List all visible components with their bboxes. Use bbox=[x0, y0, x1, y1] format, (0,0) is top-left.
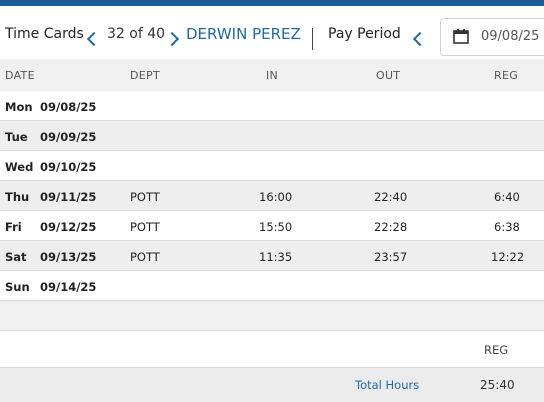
col-dept: DEPT bbox=[130, 69, 160, 82]
page-title: Time Cards bbox=[5, 26, 84, 42]
row-date: 09/13/25 bbox=[40, 250, 97, 264]
row-in: 16:00 bbox=[259, 190, 293, 204]
total-hours-value: 25:40 bbox=[480, 378, 515, 392]
row-dept: POTT bbox=[130, 250, 160, 264]
row-date: 09/14/25 bbox=[40, 280, 97, 294]
table-row[interactable]: Thu 09/11/25 POTT 16:00 22:40 6:40 bbox=[0, 181, 544, 211]
header-bar: Time Cards 32 of 40 DERWIN PEREZ Pay Per… bbox=[0, 6, 544, 59]
row-date: 09/12/25 bbox=[40, 220, 97, 234]
summary-row: Total Hours 25:40 bbox=[0, 367, 544, 402]
row-dept: POTT bbox=[130, 220, 160, 234]
table-row[interactable]: Sun 09/14/25 bbox=[0, 271, 544, 301]
table-row[interactable]: Mon 09/08/25 bbox=[0, 91, 544, 121]
table-row[interactable]: Sat 09/13/25 POTT 11:35 23:57 12:22 bbox=[0, 241, 544, 271]
pay-period-date-field[interactable]: 09/08/25 - bbox=[440, 18, 544, 56]
top-accent-bar bbox=[0, 0, 544, 6]
summary-reg-label: REG bbox=[484, 343, 509, 357]
row-date: 09/09/25 bbox=[40, 130, 97, 144]
row-reg: 6:40 bbox=[494, 190, 520, 204]
row-out: 22:28 bbox=[374, 220, 408, 234]
row-day: Mon bbox=[5, 100, 33, 114]
pay-period-prev-icon[interactable] bbox=[412, 31, 428, 47]
row-day: Tue bbox=[5, 130, 28, 144]
row-dept: POTT bbox=[130, 190, 160, 204]
col-date: DATE bbox=[5, 69, 35, 82]
table-row[interactable]: Fri 09/12/25 POTT 15:50 22:28 6:38 bbox=[0, 211, 544, 241]
pay-period-label: Pay Period bbox=[328, 26, 401, 42]
header-divider bbox=[312, 28, 313, 50]
calendar-icon bbox=[453, 29, 469, 44]
row-in: 11:35 bbox=[259, 250, 293, 264]
chevron-right-icon[interactable] bbox=[164, 31, 180, 47]
row-reg: 12:22 bbox=[491, 250, 525, 264]
row-day: Sun bbox=[5, 280, 30, 294]
col-reg: REG bbox=[494, 69, 519, 82]
table-row[interactable]: Tue 09/09/25 bbox=[0, 121, 544, 151]
record-counter: 32 of 40 bbox=[107, 26, 166, 42]
col-in: IN bbox=[266, 69, 279, 82]
table-header: DATE DEPT IN OUT REG bbox=[0, 59, 544, 91]
table-row[interactable]: Wed 09/10/25 bbox=[0, 151, 544, 181]
row-out: 22:40 bbox=[374, 190, 408, 204]
table-spacer-row bbox=[0, 301, 544, 331]
row-date: 09/08/25 bbox=[40, 100, 97, 114]
row-date: 09/10/25 bbox=[40, 160, 97, 174]
row-day: Sat bbox=[5, 250, 27, 264]
row-in: 15:50 bbox=[259, 220, 293, 234]
col-out: OUT bbox=[376, 69, 401, 82]
row-day: Wed bbox=[5, 160, 34, 174]
row-out: 23:57 bbox=[374, 250, 408, 264]
summary-header: REG bbox=[0, 331, 544, 367]
row-date: 09/11/25 bbox=[40, 190, 97, 204]
row-day: Thu bbox=[5, 190, 30, 204]
pay-period-date-value: 09/08/25 - bbox=[481, 29, 544, 44]
chevron-left-icon[interactable] bbox=[86, 31, 102, 47]
total-hours-label: Total Hours bbox=[355, 378, 420, 392]
row-day: Fri bbox=[5, 220, 22, 234]
employee-name[interactable]: DERWIN PEREZ bbox=[186, 25, 301, 43]
row-reg: 6:38 bbox=[494, 220, 520, 234]
